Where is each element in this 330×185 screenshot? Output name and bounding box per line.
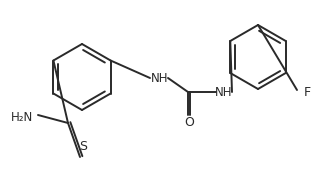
Text: F: F bbox=[304, 85, 311, 98]
Text: S: S bbox=[79, 140, 87, 154]
Text: O: O bbox=[184, 117, 194, 130]
Text: NH: NH bbox=[215, 85, 233, 98]
Text: NH: NH bbox=[151, 71, 169, 85]
Text: H₂N: H₂N bbox=[11, 110, 33, 124]
